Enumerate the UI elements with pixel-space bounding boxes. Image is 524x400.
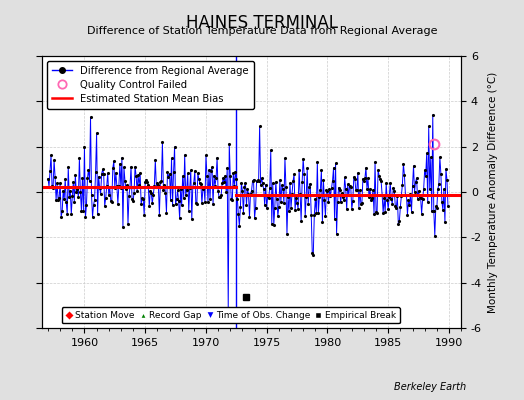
Text: Difference of Station Temperature Data from Regional Average: Difference of Station Temperature Data f… [87, 26, 437, 36]
Legend: Station Move, Record Gap, Time of Obs. Change, Empirical Break: Station Move, Record Gap, Time of Obs. C… [61, 307, 400, 324]
Text: HAINES TERMINAL: HAINES TERMINAL [186, 14, 338, 32]
Y-axis label: Monthly Temperature Anomaly Difference (°C): Monthly Temperature Anomaly Difference (… [487, 71, 497, 313]
Text: Berkeley Earth: Berkeley Earth [394, 382, 466, 392]
